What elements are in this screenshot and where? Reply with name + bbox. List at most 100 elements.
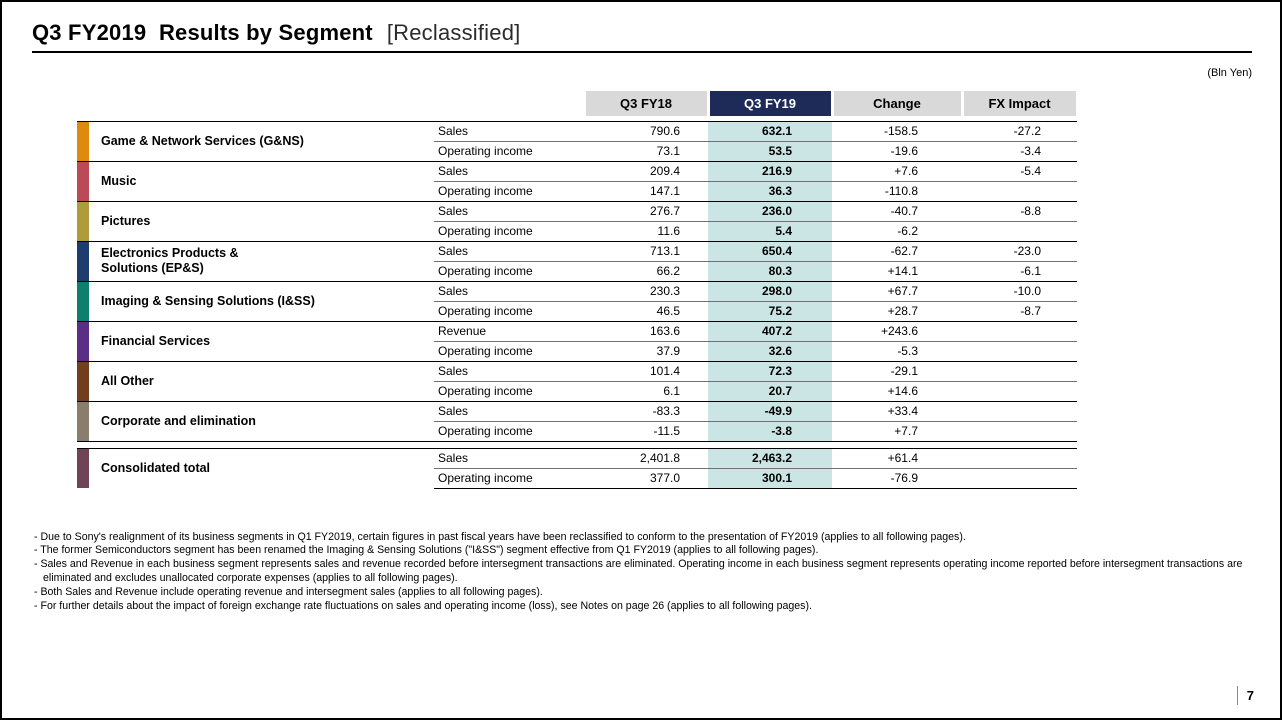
metric-label: Operating income	[434, 467, 584, 489]
value-fy18: 230.3	[584, 280, 708, 301]
value-fy19: 650.4	[708, 240, 832, 261]
value-fy19: -3.8	[708, 420, 832, 441]
segment-name: All Other	[89, 360, 434, 401]
segment-data-row: Operating income 37.9 32.6 -5.3	[77, 340, 1077, 361]
value-fx: -23.0	[962, 240, 1077, 261]
value-fx: -10.0	[962, 280, 1077, 301]
value-fy18: 101.4	[584, 360, 708, 381]
metric-label: Sales	[434, 280, 584, 301]
value-fy18: 73.1	[584, 140, 708, 161]
metric-label: Sales	[434, 120, 584, 141]
title-underline	[32, 51, 1252, 53]
footnote: - Sales and Revenue in each business seg…	[34, 558, 1243, 585]
value-fy18: 6.1	[584, 380, 708, 401]
value-change: -158.5	[832, 120, 962, 141]
value-fy18: 46.5	[584, 300, 708, 321]
value-change: +7.6	[832, 160, 962, 181]
page-title-reclassified-tag: [Reclassified]	[386, 20, 521, 45]
value-fy18: 2,401.8	[584, 447, 708, 468]
segment-color-bar	[77, 120, 89, 161]
segment-data-row: Game & Network Services (G&NS) Sales 790.6…	[77, 120, 1077, 161]
segment-color-bar	[77, 240, 89, 281]
segment-data-row: Operating income 377.0 300.1 -76.9	[77, 467, 1077, 489]
value-change: +243.6	[832, 320, 962, 341]
segment-name: Music	[89, 160, 434, 201]
page-title-text: Q3 FY2019 Results by Segment	[32, 20, 373, 45]
col-header-q3fy19: Q3 FY19	[706, 91, 834, 116]
value-change: -40.7	[832, 200, 962, 221]
segment-data-row: Imaging & Sensing Solutions (I&SS) Sales 2…	[77, 280, 1077, 321]
value-change: -19.6	[832, 140, 962, 161]
value-fy19: -49.9	[708, 400, 832, 421]
value-fy19: 2,463.2	[708, 447, 832, 468]
segment-data-row: Music Sales 209.4 216.9 +7.6 -5.4	[77, 160, 1077, 201]
value-fy19: 298.0	[708, 280, 832, 301]
value-change: +14.6	[832, 380, 962, 401]
value-fy19: 75.2	[708, 300, 832, 321]
segment-color-bar	[77, 320, 89, 361]
value-fy18: 37.9	[584, 340, 708, 361]
value-fy19: 216.9	[708, 160, 832, 181]
segment-name: Electronics Products & Solutions (EP&S)	[89, 240, 434, 281]
value-fx	[962, 380, 1077, 401]
value-fy19: 5.4	[708, 220, 832, 241]
value-fy18: 147.1	[584, 180, 708, 201]
col-header-q3fy18: Q3 FY18	[582, 91, 710, 116]
page-number: 7	[1236, 685, 1254, 705]
header-spacer-name	[89, 91, 434, 116]
segment-name: Imaging & Sensing Solutions (I&SS)	[89, 280, 434, 321]
value-fy18: 713.1	[584, 240, 708, 261]
metric-label: Operating income	[434, 340, 584, 361]
segment-color-bar	[77, 360, 89, 401]
footnotes: - Due to Sony's realignment of its busin…	[34, 531, 1252, 615]
metric-label: Sales	[434, 360, 584, 381]
value-fx	[962, 220, 1077, 241]
metric-label: Sales	[434, 240, 584, 261]
metric-label: Operating income	[434, 420, 584, 441]
value-fx: -8.7	[962, 300, 1077, 321]
value-fy19: 632.1	[708, 120, 832, 141]
metric-label: Sales	[434, 400, 584, 421]
page-title: Q3 FY2019 Results by Segment [Reclassifie…	[32, 20, 1252, 46]
value-fy19: 407.2	[708, 320, 832, 341]
value-fx	[962, 320, 1077, 341]
value-fy18: 66.2	[584, 260, 708, 281]
value-fy18: -83.3	[584, 400, 708, 421]
table-header-row: Q3 FY18 Q3 FY19 Change FX Impact	[77, 91, 1079, 116]
segment-name: Consolidated total	[89, 447, 434, 488]
metric-label: Operating income	[434, 260, 584, 281]
value-fy19: 80.3	[708, 260, 832, 281]
col-header-fx-impact: FX Impact	[960, 91, 1079, 116]
value-change: -76.9	[832, 467, 962, 489]
segment-data-row: Pictures Sales 276.7 236.0 -40.7 -8.8	[77, 200, 1077, 241]
value-fy18: 276.7	[584, 200, 708, 221]
metric-label: Sales	[434, 447, 584, 468]
metric-label: Operating income	[434, 380, 584, 401]
value-change: -6.2	[832, 220, 962, 241]
value-fy19: 36.3	[708, 180, 832, 201]
value-change: -5.3	[832, 340, 962, 361]
value-fx: -8.8	[962, 200, 1077, 221]
value-fx	[962, 420, 1077, 441]
segment-data-row: All Other Sales 101.4 72.3 -29.1	[77, 360, 1077, 401]
unit-note: (Bln Yen)	[1207, 67, 1252, 79]
segments-tbody: Game & Network Services (G&NS) Sales 790.6…	[77, 120, 1077, 489]
results-by-segment-table: Q3 FY18 Q3 FY19 Change FX Impact Game & …	[77, 91, 1252, 489]
value-change: +7.7	[832, 420, 962, 441]
footnote: - Both Sales and Revenue include operati…	[34, 586, 543, 599]
footnote: - The former Semiconductors segment has …	[34, 544, 819, 557]
value-fx: -5.4	[962, 160, 1077, 181]
value-change: +28.7	[832, 300, 962, 321]
value-fy19: 236.0	[708, 200, 832, 221]
segment-data-row: Operating income 147.1 36.3 -110.8	[77, 180, 1077, 201]
value-fy18: -11.5	[584, 420, 708, 441]
segment-data-row: Operating income 6.1 20.7 +14.6	[77, 380, 1077, 401]
segment-data-row: Operating income 66.2 80.3 +14.1 -6.1	[77, 260, 1077, 281]
header-spacer-bar	[77, 91, 89, 116]
value-change: -29.1	[832, 360, 962, 381]
header-spacer-metric	[434, 91, 584, 116]
value-fy19: 300.1	[708, 467, 832, 489]
value-fx	[962, 180, 1077, 201]
metric-label: Operating income	[434, 140, 584, 161]
